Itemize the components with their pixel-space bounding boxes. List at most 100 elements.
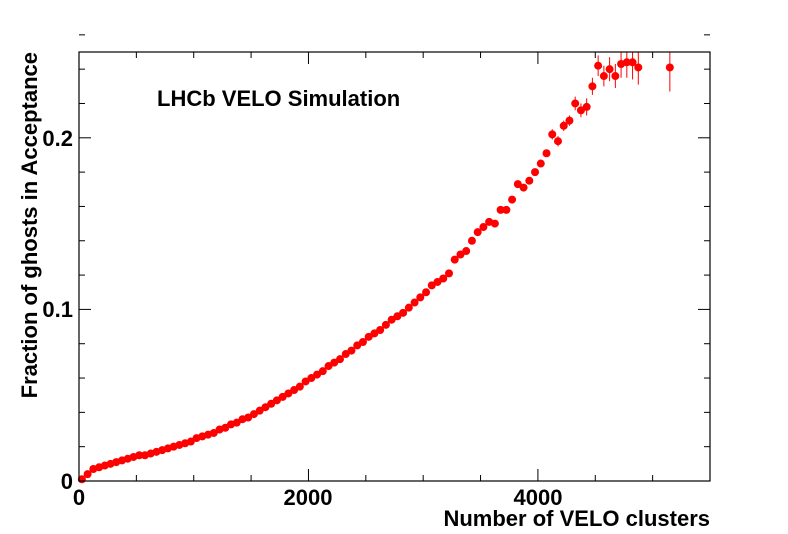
point-marker	[582, 102, 591, 111]
data-point	[399, 308, 408, 317]
point-marker	[622, 58, 631, 67]
data-point	[83, 470, 92, 479]
data-point	[318, 367, 327, 376]
data-point	[582, 98, 591, 116]
data-point	[599, 65, 608, 87]
data-point	[278, 392, 287, 401]
point-marker	[221, 423, 230, 432]
point-marker	[594, 61, 603, 70]
point-marker	[261, 403, 270, 412]
point-marker	[209, 428, 218, 437]
point-marker	[301, 377, 310, 386]
point-marker	[576, 106, 585, 115]
point-marker	[381, 320, 390, 329]
point-marker	[542, 149, 551, 158]
y-tick-label-0.2: 0.2	[42, 126, 73, 151]
point-marker	[605, 65, 614, 74]
x-axis-title: Number of VELO clusters	[443, 506, 710, 531]
point-marker	[628, 58, 637, 67]
point-marker	[347, 346, 356, 355]
data-point	[135, 451, 144, 460]
data-point	[611, 64, 620, 89]
plot-frame	[78, 51, 711, 482]
data-point	[542, 149, 551, 158]
data-point	[290, 386, 299, 395]
data-point	[525, 176, 534, 185]
data-point	[576, 103, 585, 118]
data-point	[347, 346, 356, 355]
point-marker	[456, 250, 465, 259]
data-point	[531, 168, 540, 177]
point-marker	[376, 325, 385, 334]
point-marker	[399, 308, 408, 317]
point-marker	[341, 350, 350, 359]
data-point	[548, 129, 557, 140]
data-point	[381, 320, 390, 329]
point-marker	[490, 219, 499, 228]
data-point	[588, 77, 597, 95]
point-marker	[467, 236, 476, 245]
point-marker	[416, 293, 425, 302]
point-marker	[290, 386, 299, 395]
data-point	[605, 57, 614, 82]
data-point	[479, 223, 488, 232]
point-marker	[422, 288, 431, 297]
data-point	[628, 52, 637, 80]
data-point	[665, 52, 674, 92]
point-marker	[588, 82, 597, 91]
data-point	[427, 281, 436, 290]
point-marker	[272, 396, 281, 405]
point-marker	[83, 470, 92, 479]
data-point	[313, 370, 322, 379]
data-point	[450, 255, 459, 264]
data-point	[559, 120, 568, 131]
data-point	[473, 228, 482, 237]
data-point	[301, 377, 310, 386]
data-point	[565, 115, 574, 126]
point-marker	[531, 168, 540, 177]
data-point	[490, 219, 499, 228]
point-marker	[295, 382, 304, 391]
data-point	[370, 329, 379, 338]
point-marker	[370, 329, 379, 338]
point-marker	[450, 255, 459, 264]
data-point	[330, 358, 339, 367]
data-point	[456, 250, 465, 259]
data-point	[376, 325, 385, 334]
data-point	[513, 180, 522, 189]
point-marker	[135, 451, 144, 460]
point-marker	[278, 392, 287, 401]
data-point	[404, 303, 413, 312]
point-marker	[599, 72, 608, 81]
data-point	[467, 236, 476, 245]
point-marker	[479, 223, 488, 232]
data-point	[571, 96, 580, 111]
point-marker	[244, 413, 253, 422]
data-point	[272, 396, 281, 405]
point-marker	[565, 116, 574, 125]
y-axis-title: Fraction of ghosts in Acceptance	[17, 52, 42, 398]
point-marker	[634, 63, 643, 72]
point-marker	[525, 176, 534, 185]
data-point	[341, 350, 350, 359]
point-marker	[502, 205, 511, 214]
point-marker	[571, 99, 580, 108]
data-point	[622, 52, 631, 78]
point-marker	[548, 130, 557, 139]
point-marker	[313, 370, 322, 379]
point-marker	[410, 298, 419, 307]
data-point	[267, 399, 276, 408]
data-point	[364, 332, 373, 341]
point-marker	[513, 180, 522, 189]
data-point	[244, 413, 253, 422]
point-marker	[496, 205, 505, 214]
data-points	[77, 52, 674, 484]
data-point	[249, 410, 258, 419]
point-marker	[553, 137, 562, 146]
data-point	[634, 52, 643, 85]
data-point	[232, 418, 241, 427]
data-point	[295, 382, 304, 391]
x-tick-label-4000: 4000	[514, 485, 563, 510]
data-point	[439, 274, 448, 283]
point-marker	[186, 437, 195, 446]
